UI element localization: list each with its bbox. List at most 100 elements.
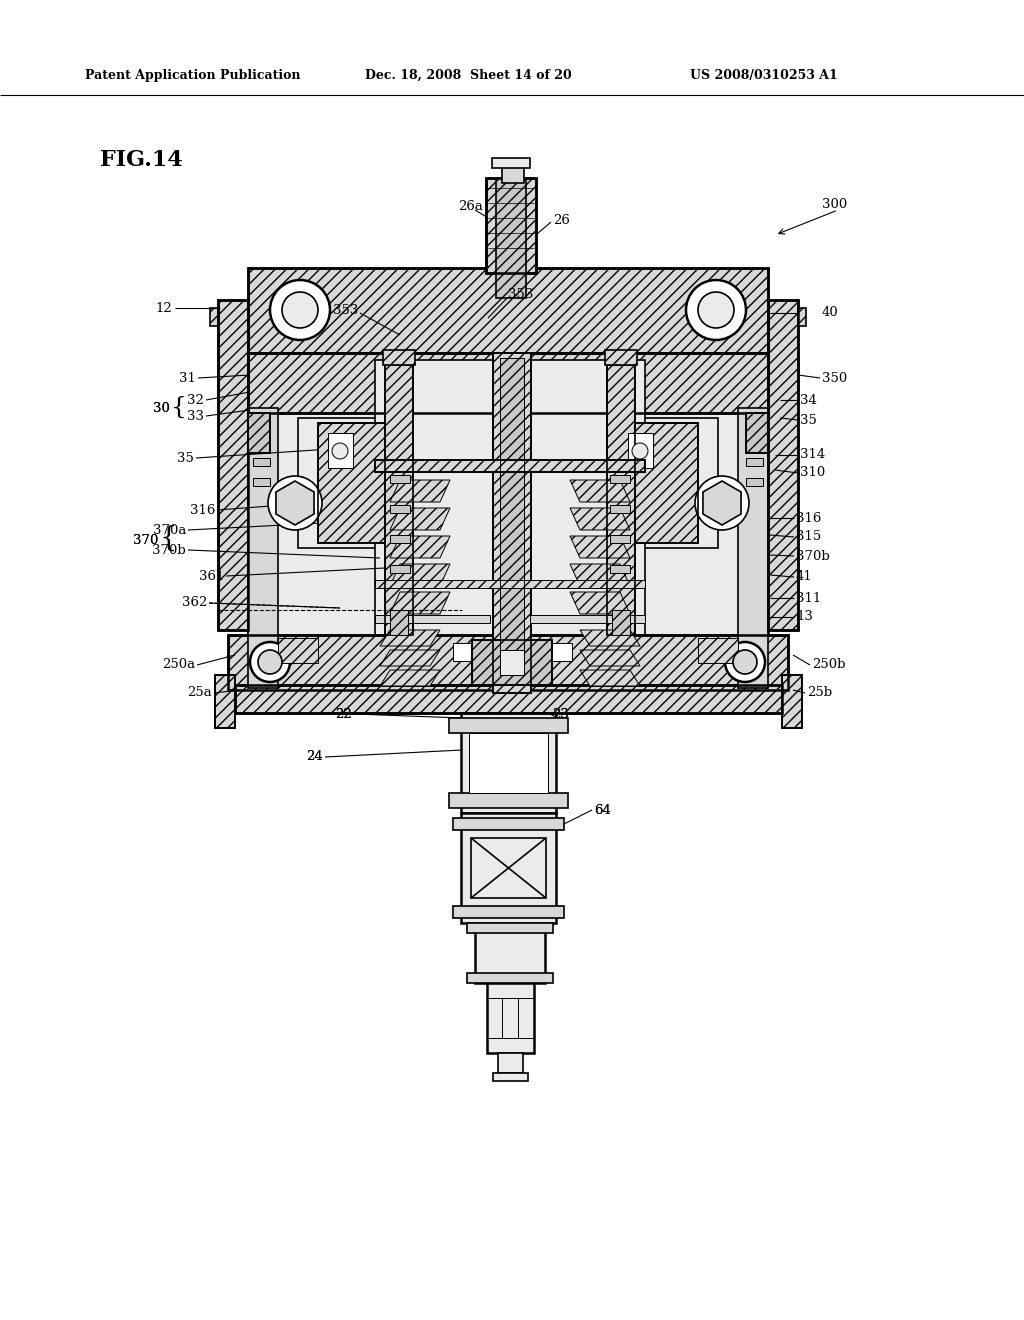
Text: 370: 370: [133, 533, 158, 546]
Bar: [298, 418, 418, 548]
Polygon shape: [390, 591, 450, 614]
Circle shape: [268, 477, 322, 531]
Bar: [500, 358, 524, 668]
Polygon shape: [570, 564, 630, 586]
Text: 22: 22: [335, 708, 352, 721]
Text: 26: 26: [553, 214, 570, 227]
Circle shape: [270, 280, 330, 341]
Bar: [698, 638, 738, 663]
Polygon shape: [570, 480, 630, 502]
Polygon shape: [380, 630, 440, 645]
Circle shape: [632, 444, 648, 459]
Bar: [607, 366, 635, 635]
Bar: [218, 300, 248, 630]
Bar: [228, 635, 788, 690]
Bar: [234, 685, 782, 713]
Bar: [798, 308, 806, 326]
Text: 370a: 370a: [153, 524, 186, 536]
Bar: [493, 1073, 528, 1081]
Bar: [530, 615, 645, 623]
Text: {: {: [159, 524, 177, 552]
Text: 314: 314: [800, 449, 825, 462]
Polygon shape: [390, 536, 450, 558]
Bar: [453, 643, 477, 661]
Bar: [248, 352, 768, 663]
Bar: [768, 300, 798, 630]
Bar: [782, 675, 802, 729]
Circle shape: [695, 477, 749, 531]
Polygon shape: [702, 480, 741, 525]
Bar: [746, 458, 763, 466]
Bar: [618, 422, 698, 543]
Polygon shape: [570, 536, 630, 558]
Bar: [702, 643, 726, 661]
Text: Patent Application Publication: Patent Application Publication: [85, 69, 300, 82]
Bar: [493, 352, 531, 693]
Text: 23: 23: [552, 708, 569, 721]
Bar: [607, 366, 635, 635]
Bar: [746, 478, 763, 486]
Bar: [548, 643, 572, 661]
Bar: [278, 638, 318, 663]
Bar: [453, 906, 564, 917]
Circle shape: [686, 280, 746, 341]
Text: 24: 24: [306, 751, 323, 763]
Bar: [383, 350, 415, 366]
Bar: [472, 640, 552, 685]
Bar: [390, 535, 410, 543]
Bar: [390, 475, 410, 483]
Bar: [390, 565, 410, 573]
Polygon shape: [390, 564, 450, 586]
Polygon shape: [580, 630, 640, 645]
Bar: [215, 675, 234, 729]
Bar: [253, 478, 270, 486]
Bar: [375, 615, 490, 623]
Bar: [500, 358, 524, 668]
Circle shape: [332, 444, 348, 459]
Bar: [234, 685, 782, 713]
Bar: [610, 475, 630, 483]
Circle shape: [725, 642, 765, 682]
Text: 25b: 25b: [807, 686, 833, 700]
Polygon shape: [275, 480, 314, 525]
Bar: [467, 973, 553, 983]
Polygon shape: [580, 649, 640, 667]
Bar: [738, 408, 768, 688]
Bar: [461, 813, 556, 923]
Bar: [502, 162, 524, 183]
Bar: [746, 413, 768, 453]
Text: 64: 64: [594, 804, 611, 817]
Polygon shape: [570, 591, 630, 614]
Circle shape: [258, 649, 282, 675]
Bar: [253, 458, 270, 466]
Bar: [500, 649, 524, 675]
Bar: [375, 579, 645, 587]
Bar: [210, 308, 218, 326]
Text: 350: 350: [822, 371, 847, 384]
Bar: [328, 433, 353, 469]
Bar: [469, 733, 548, 793]
Text: 40: 40: [822, 306, 839, 319]
Bar: [610, 535, 630, 543]
Bar: [475, 923, 545, 983]
Text: 300: 300: [822, 198, 847, 211]
Text: 31: 31: [179, 371, 196, 384]
Text: 34: 34: [800, 393, 817, 407]
Circle shape: [282, 292, 318, 327]
Bar: [385, 366, 413, 635]
Bar: [248, 408, 278, 688]
Text: 353: 353: [333, 304, 358, 317]
Bar: [746, 413, 768, 453]
Text: 32: 32: [187, 393, 204, 407]
Bar: [610, 565, 630, 573]
Bar: [449, 793, 568, 808]
Bar: [472, 640, 552, 685]
Bar: [248, 268, 768, 352]
Text: US 2008/0310253 A1: US 2008/0310253 A1: [690, 69, 838, 82]
Bar: [618, 422, 698, 543]
Bar: [453, 818, 564, 830]
Bar: [461, 713, 556, 813]
Bar: [782, 675, 802, 729]
Bar: [493, 352, 531, 693]
Bar: [375, 459, 645, 473]
